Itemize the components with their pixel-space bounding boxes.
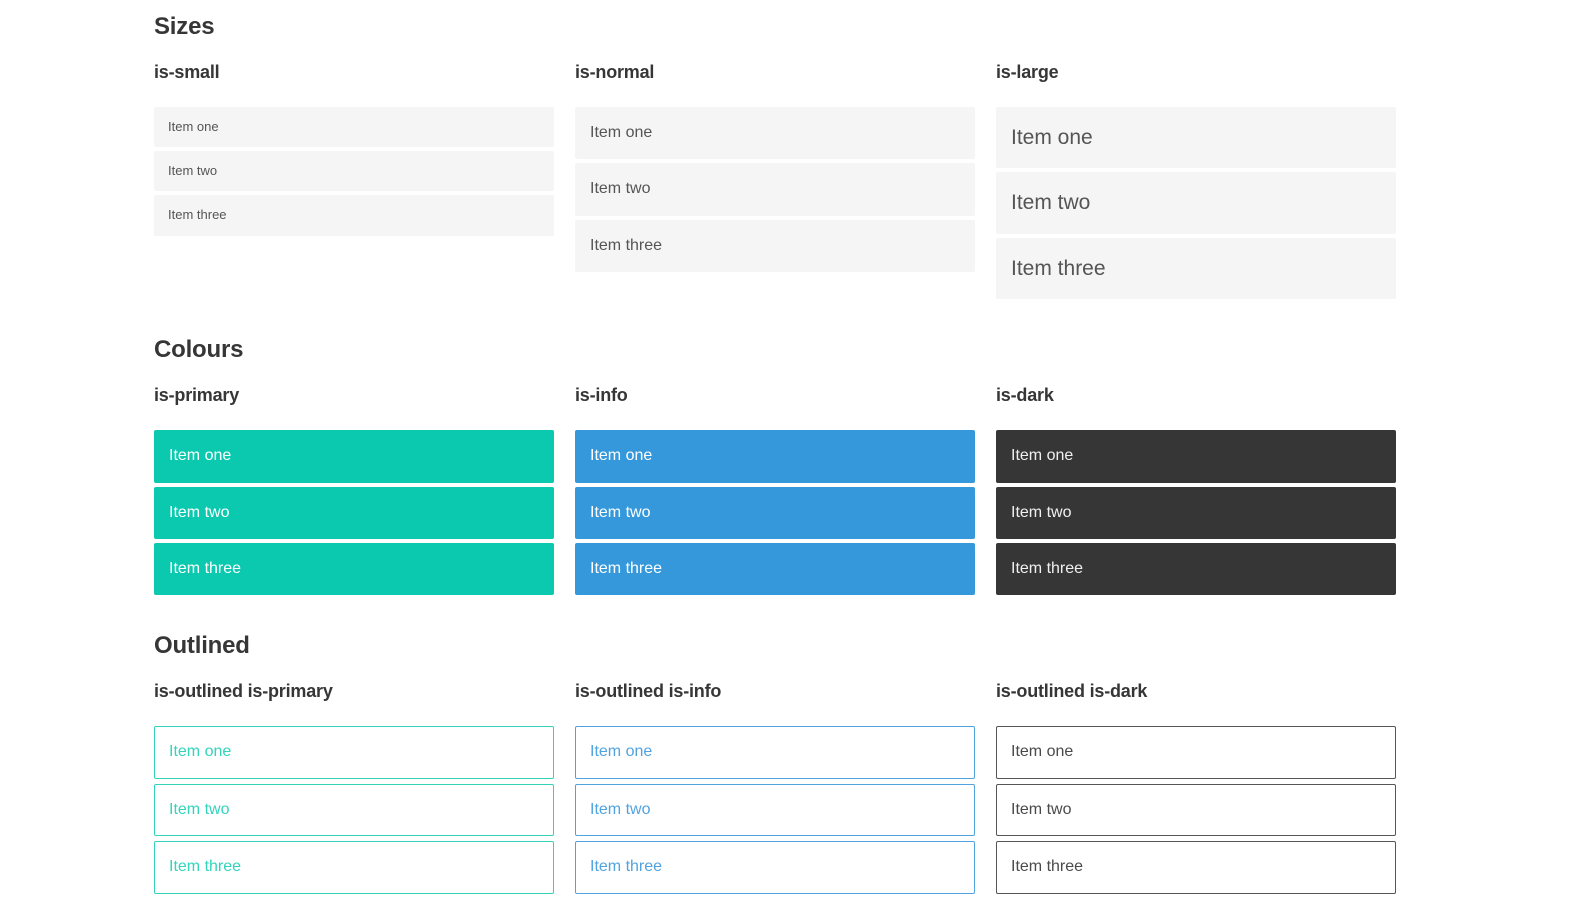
- colours-columns: is-primary Item one Item two Item three …: [154, 385, 1595, 599]
- list-item[interactable]: Item one: [575, 430, 975, 483]
- list-item[interactable]: Item three: [154, 841, 554, 894]
- group-title-is-outlined-is-info: is-outlined is-info: [575, 681, 722, 702]
- list-item[interactable]: Item one: [996, 430, 1396, 483]
- list-is-small: Item one Item two Item three: [154, 107, 554, 236]
- section-colours: Colours is-primary Item one Item two Ite…: [154, 336, 1595, 599]
- group-title-is-primary: is-primary: [154, 385, 240, 406]
- list-is-large: Item one Item two Item three: [996, 107, 1396, 300]
- list-item[interactable]: Item two: [996, 172, 1396, 234]
- group-is-normal: is-normal Item one Item two Item three: [575, 62, 975, 276]
- list-is-outlined-is-info: Item one Item two Item three: [575, 726, 975, 894]
- group-title-is-small: is-small: [154, 62, 220, 82]
- list-item[interactable]: Item two: [575, 163, 975, 216]
- list-item[interactable]: Item three: [996, 841, 1396, 894]
- list-is-info: Item one Item two Item three: [575, 430, 975, 596]
- list-item[interactable]: Item two: [154, 151, 554, 192]
- list-item[interactable]: Item two: [154, 783, 554, 837]
- list-item[interactable]: Item three: [996, 542, 1396, 596]
- list-is-dark: Item one Item two Item three: [996, 430, 1396, 596]
- sizes-columns: is-small Item one Item two Item three is…: [154, 62, 1595, 303]
- group-title-is-dark: is-dark: [996, 385, 1054, 406]
- list-item[interactable]: Item one: [575, 107, 975, 160]
- section-title-colours: Colours: [154, 336, 244, 364]
- group-is-outlined-is-primary: is-outlined is-primary Item one Item two…: [154, 681, 554, 898]
- list-is-outlined-is-dark: Item one Item two Item three: [996, 726, 1396, 894]
- list-item[interactable]: Item two: [996, 486, 1396, 539]
- section-outlined: Outlined is-outlined is-primary Item one…: [154, 632, 1595, 898]
- outlined-columns: is-outlined is-primary Item one Item two…: [154, 681, 1595, 898]
- list-is-primary: Item one Item two Item three: [154, 430, 554, 596]
- list-item[interactable]: Item one: [154, 430, 554, 483]
- list-item[interactable]: Item three: [575, 219, 975, 273]
- section-title-outlined: Outlined: [154, 632, 250, 660]
- list-item[interactable]: Item one: [575, 726, 975, 779]
- list-item[interactable]: Item three: [575, 841, 975, 894]
- group-title-is-info: is-info: [575, 385, 628, 406]
- group-is-outlined-is-dark: is-outlined is-dark Item one Item two It…: [996, 681, 1396, 898]
- list-item[interactable]: Item one: [996, 107, 1396, 169]
- group-is-primary: is-primary Item one Item two Item three: [154, 385, 554, 599]
- list-is-outlined-is-primary: Item one Item two Item three: [154, 726, 554, 894]
- group-is-large: is-large Item one Item two Item three: [996, 62, 1396, 303]
- group-is-small: is-small Item one Item two Item three: [154, 62, 554, 240]
- list-item[interactable]: Item two: [996, 783, 1396, 837]
- group-is-dark: is-dark Item one Item two Item three: [996, 385, 1396, 599]
- list-item[interactable]: Item one: [154, 107, 554, 148]
- group-title-is-normal: is-normal: [575, 62, 655, 82]
- group-is-outlined-is-info: is-outlined is-info Item one Item two It…: [575, 681, 975, 898]
- list-item[interactable]: Item one: [154, 726, 554, 779]
- list-item[interactable]: Item two: [575, 783, 975, 837]
- group-is-info: is-info Item one Item two Item three: [575, 385, 975, 599]
- section-title-sizes: Sizes: [154, 13, 215, 40]
- group-title-is-outlined-is-primary: is-outlined is-primary: [154, 681, 333, 702]
- section-sizes: Sizes is-small Item one Item two Item th…: [154, 13, 1595, 303]
- list-item[interactable]: Item three: [154, 542, 554, 596]
- group-title-is-outlined-is-dark: is-outlined is-dark: [996, 681, 1148, 702]
- list-item[interactable]: Item three: [996, 237, 1396, 300]
- list-item[interactable]: Item three: [154, 195, 554, 236]
- list-item[interactable]: Item two: [575, 486, 975, 539]
- list-item[interactable]: Item three: [575, 542, 975, 596]
- group-title-is-large: is-large: [996, 62, 1059, 82]
- list-item[interactable]: Item two: [154, 486, 554, 539]
- list-item[interactable]: Item one: [996, 726, 1396, 779]
- list-is-normal: Item one Item two Item three: [575, 107, 975, 273]
